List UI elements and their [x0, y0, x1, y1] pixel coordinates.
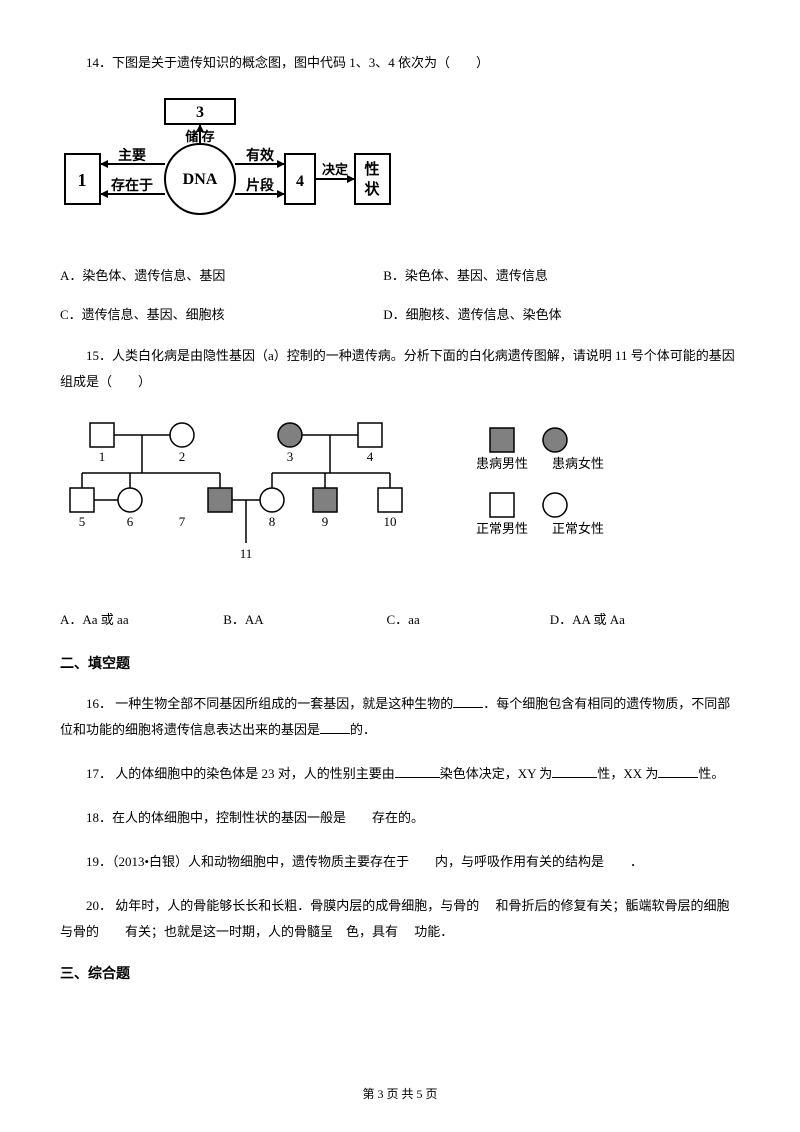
svg-text:3: 3 [287, 449, 294, 464]
box-1: 1 [78, 170, 87, 190]
section-2-title: 二、填空题 [60, 653, 740, 673]
q14-options-row2: C．遗传信息、基因、细胞核 D．细胞核、遗传信息、染色体 [60, 301, 740, 330]
q14-options-row1: A．染色体、遗传信息、基因 B．染色体、基因、遗传信息 [60, 262, 740, 291]
svg-text:4: 4 [367, 449, 374, 464]
box-4: 4 [296, 173, 304, 190]
q17-d: 性。 [698, 766, 724, 781]
q15-options-row: A．Aa 或 aa B．AA C．aa D．AA 或 Aa [60, 606, 740, 635]
question-17: 17． 人的体细胞中的染色体是 23 对，人的性别主要由 染色体决定，XY 为 性，… [60, 761, 740, 787]
svg-text:患病女性: 患病女性 [552, 456, 604, 471]
q15-opt-d: D．AA 或 Aa [550, 606, 710, 635]
svg-text:正常男性: 正常男性 [476, 521, 528, 536]
svg-text:11: 11 [240, 546, 253, 561]
center-dna: DNA [183, 171, 218, 188]
page-footer: 第 3 页 共 5 页 [60, 1085, 740, 1102]
svg-text:10: 10 [384, 514, 397, 529]
box-3: 3 [196, 104, 204, 121]
svg-text:8: 8 [269, 514, 276, 529]
question-18: 18．在人的体细胞中，控制性状的基因一般是 存在的。 [60, 805, 740, 831]
label-fragment: 片段 [246, 177, 274, 194]
svg-text:1: 1 [99, 449, 106, 464]
label-decide: 决定 [322, 162, 348, 177]
q16-c: 的． [350, 722, 376, 737]
q15-opt-c: C．aa [387, 606, 547, 635]
q17-c: 性，XX 为 [597, 766, 658, 781]
q17-b: 染色体决定，XY 为 [440, 766, 553, 781]
q14-opt-a: A．染色体、遗传信息、基因 [60, 262, 380, 291]
label-main: 主要 [118, 147, 146, 164]
question-14-text: 14．下图是关于遗传知识的概念图，图中代码 1、3、4 依次为（ ） [60, 50, 740, 76]
question-20: 20． 幼年时，人的骨能够长长和长粗．骨膜内层的成骨细胞，与骨的 和骨折后的修复… [60, 893, 740, 945]
q17-a: 17． 人的体细胞中的染色体是 23 对，人的性别主要由 [86, 766, 395, 781]
question-16: 16． 一种生物全部不同基因所组成的一套基因，就是这种生物的．每个细胞包含有相同… [60, 691, 740, 743]
q14-opt-d: D．细胞核、遗传信息、染色体 [383, 301, 703, 330]
blank [320, 720, 350, 734]
pedigree-diagram: 1 2 3 4 [60, 413, 740, 588]
blank [395, 764, 440, 778]
concept-diagram: 1 主要 存在于 DNA 3 储 存 有效 片段 [60, 94, 740, 244]
svg-text:2: 2 [179, 449, 186, 464]
label-exist: 存在于 [111, 177, 153, 194]
svg-text:正常女性: 正常女性 [552, 521, 604, 536]
q14-opt-c: C．遗传信息、基因、细胞核 [60, 301, 380, 330]
question-15-text: 15．人类白化病是由隐性基因（a）控制的一种遗传病。分析下面的白化病遗传图解，请… [60, 343, 740, 395]
svg-text:患病男性: 患病男性 [476, 456, 528, 471]
box-trait-1: 性 [364, 160, 379, 178]
q15-opt-b: B．AA [223, 606, 383, 635]
q14-opt-b: B．染色体、基因、遗传信息 [383, 262, 703, 291]
section-3-title: 三、综合题 [60, 963, 740, 983]
label-store: 储 存 [184, 129, 214, 144]
svg-text:5: 5 [79, 514, 86, 529]
svg-text:6: 6 [127, 514, 134, 529]
svg-text:9: 9 [322, 514, 329, 529]
box-trait-2: 状 [364, 180, 380, 198]
svg-text:7: 7 [179, 514, 186, 529]
question-19: 19．（2013•白银）人和动物细胞中，遗传物质主要存在于 内，与呼吸作用有关的… [60, 849, 740, 875]
q16-a: 16． 一种生物全部不同基因所组成的一套基因，就是这种生物的 [86, 696, 453, 711]
q15-opt-a: A．Aa 或 aa [60, 606, 220, 635]
blank [658, 764, 698, 778]
blank [552, 764, 597, 778]
blank [453, 694, 483, 708]
label-effective: 有效 [246, 147, 275, 164]
